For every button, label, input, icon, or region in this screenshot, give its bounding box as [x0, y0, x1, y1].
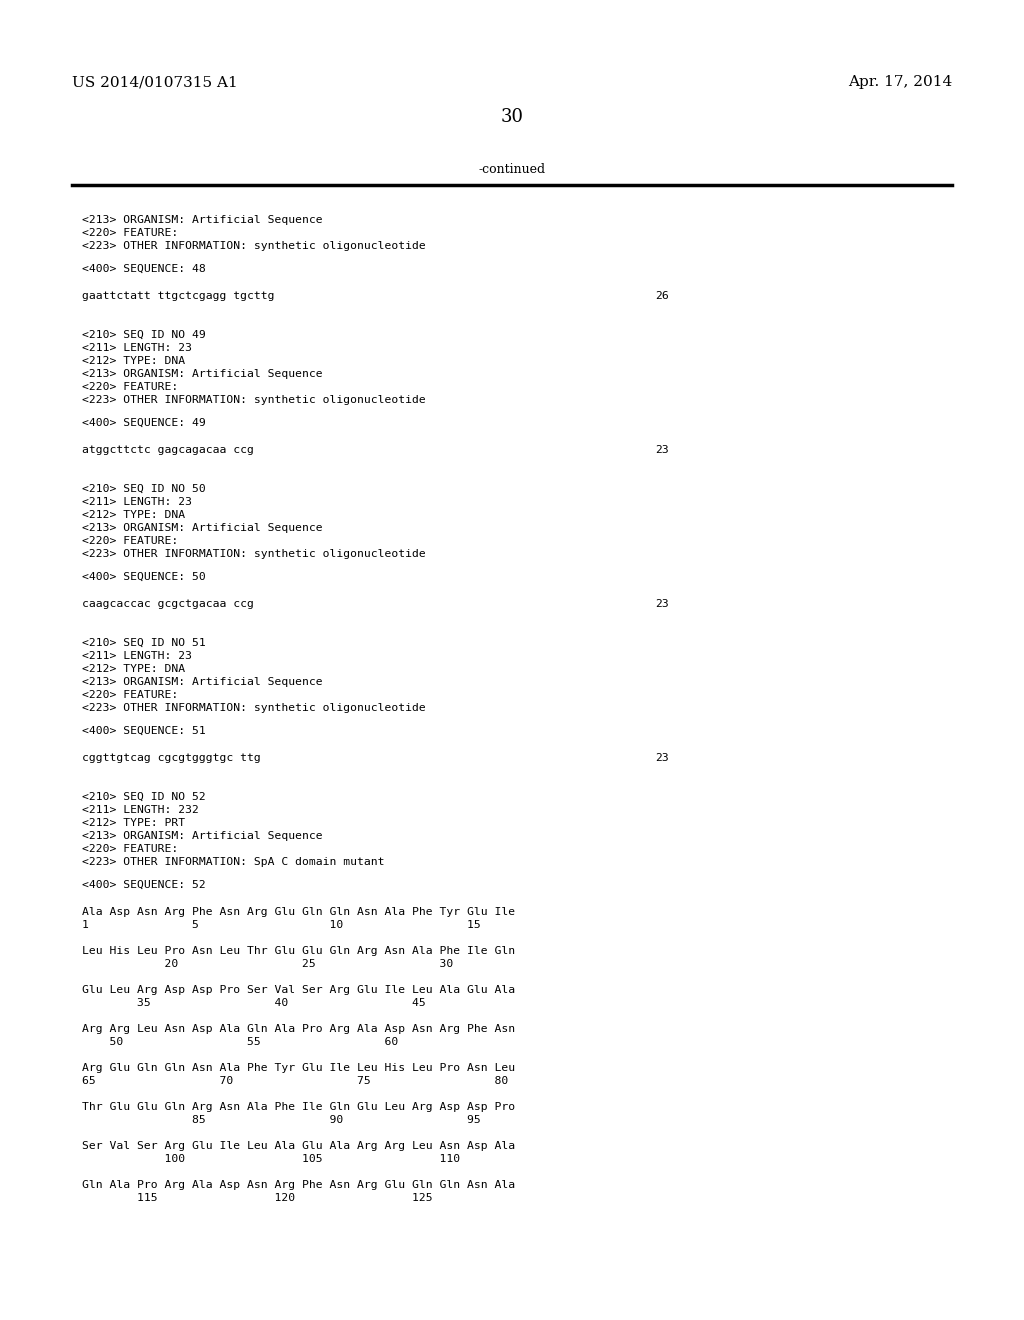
Text: <213> ORGANISM: Artificial Sequence: <213> ORGANISM: Artificial Sequence	[82, 370, 323, 379]
Text: Ser Val Ser Arg Glu Ile Leu Ala Glu Ala Arg Arg Leu Asn Asp Ala: Ser Val Ser Arg Glu Ile Leu Ala Glu Ala …	[82, 1140, 515, 1151]
Text: 20                  25                  30: 20 25 30	[82, 960, 454, 969]
Text: <210> SEQ ID NO 50: <210> SEQ ID NO 50	[82, 484, 206, 494]
Text: <211> LENGTH: 232: <211> LENGTH: 232	[82, 805, 199, 814]
Text: <212> TYPE: DNA: <212> TYPE: DNA	[82, 664, 185, 675]
Text: Arg Arg Leu Asn Asp Ala Gln Ala Pro Arg Ala Asp Asn Arg Phe Asn: Arg Arg Leu Asn Asp Ala Gln Ala Pro Arg …	[82, 1024, 515, 1034]
Text: Apr. 17, 2014: Apr. 17, 2014	[848, 75, 952, 88]
Text: -continued: -continued	[478, 162, 546, 176]
Text: 115                 120                 125: 115 120 125	[82, 1193, 432, 1203]
Text: 85                  90                  95: 85 90 95	[82, 1115, 480, 1125]
Text: Ala Asp Asn Arg Phe Asn Arg Glu Gln Gln Asn Ala Phe Tyr Glu Ile: Ala Asp Asn Arg Phe Asn Arg Glu Gln Gln …	[82, 907, 515, 917]
Text: 35                  40                  45: 35 40 45	[82, 998, 426, 1008]
Text: <400> SEQUENCE: 51: <400> SEQUENCE: 51	[82, 726, 206, 737]
Text: gaattctatt ttgctcgagg tgcttg: gaattctatt ttgctcgagg tgcttg	[82, 290, 274, 301]
Text: Thr Glu Glu Gln Arg Asn Ala Phe Ile Gln Glu Leu Arg Asp Asp Pro: Thr Glu Glu Gln Arg Asn Ala Phe Ile Gln …	[82, 1102, 515, 1111]
Text: <211> LENGTH: 23: <211> LENGTH: 23	[82, 343, 191, 352]
Text: <213> ORGANISM: Artificial Sequence: <213> ORGANISM: Artificial Sequence	[82, 677, 323, 686]
Text: <220> FEATURE:: <220> FEATURE:	[82, 843, 178, 854]
Text: <400> SEQUENCE: 48: <400> SEQUENCE: 48	[82, 264, 206, 275]
Text: <220> FEATURE:: <220> FEATURE:	[82, 690, 178, 700]
Text: 100                 105                 110: 100 105 110	[82, 1154, 460, 1164]
Text: Glu Leu Arg Asp Asp Pro Ser Val Ser Arg Glu Ile Leu Ala Glu Ala: Glu Leu Arg Asp Asp Pro Ser Val Ser Arg …	[82, 985, 515, 995]
Text: <210> SEQ ID NO 49: <210> SEQ ID NO 49	[82, 330, 206, 341]
Text: Leu His Leu Pro Asn Leu Thr Glu Glu Gln Arg Asn Ala Phe Ile Gln: Leu His Leu Pro Asn Leu Thr Glu Glu Gln …	[82, 946, 515, 956]
Text: <223> OTHER INFORMATION: SpA C domain mutant: <223> OTHER INFORMATION: SpA C domain mu…	[82, 857, 384, 867]
Text: <400> SEQUENCE: 49: <400> SEQUENCE: 49	[82, 418, 206, 428]
Text: 1               5                   10                  15: 1 5 10 15	[82, 920, 480, 931]
Text: 65                  70                  75                  80: 65 70 75 80	[82, 1076, 508, 1086]
Text: <223> OTHER INFORMATION: synthetic oligonucleotide: <223> OTHER INFORMATION: synthetic oligo…	[82, 549, 426, 558]
Text: <211> LENGTH: 23: <211> LENGTH: 23	[82, 651, 191, 661]
Text: 50                  55                  60: 50 55 60	[82, 1038, 398, 1047]
Text: <213> ORGANISM: Artificial Sequence: <213> ORGANISM: Artificial Sequence	[82, 523, 323, 533]
Text: atggcttctc gagcagacaa ccg: atggcttctc gagcagacaa ccg	[82, 445, 254, 455]
Text: <223> OTHER INFORMATION: synthetic oligonucleotide: <223> OTHER INFORMATION: synthetic oligo…	[82, 242, 426, 251]
Text: <212> TYPE: DNA: <212> TYPE: DNA	[82, 510, 185, 520]
Text: <212> TYPE: PRT: <212> TYPE: PRT	[82, 818, 185, 828]
Text: <212> TYPE: DNA: <212> TYPE: DNA	[82, 356, 185, 366]
Text: 30: 30	[501, 108, 523, 125]
Text: 26: 26	[655, 290, 669, 301]
Text: <213> ORGANISM: Artificial Sequence: <213> ORGANISM: Artificial Sequence	[82, 832, 323, 841]
Text: <400> SEQUENCE: 52: <400> SEQUENCE: 52	[82, 880, 206, 890]
Text: <213> ORGANISM: Artificial Sequence: <213> ORGANISM: Artificial Sequence	[82, 215, 323, 224]
Text: US 2014/0107315 A1: US 2014/0107315 A1	[72, 75, 238, 88]
Text: <223> OTHER INFORMATION: synthetic oligonucleotide: <223> OTHER INFORMATION: synthetic oligo…	[82, 395, 426, 405]
Text: cggttgtcag cgcgtgggtgc ttg: cggttgtcag cgcgtgggtgc ttg	[82, 752, 261, 763]
Text: <220> FEATURE:: <220> FEATURE:	[82, 536, 178, 546]
Text: Arg Glu Gln Gln Asn Ala Phe Tyr Glu Ile Leu His Leu Pro Asn Leu: Arg Glu Gln Gln Asn Ala Phe Tyr Glu Ile …	[82, 1063, 515, 1073]
Text: <220> FEATURE:: <220> FEATURE:	[82, 381, 178, 392]
Text: 23: 23	[655, 599, 669, 609]
Text: 23: 23	[655, 752, 669, 763]
Text: 23: 23	[655, 445, 669, 455]
Text: <210> SEQ ID NO 52: <210> SEQ ID NO 52	[82, 792, 206, 803]
Text: <220> FEATURE:: <220> FEATURE:	[82, 228, 178, 238]
Text: <223> OTHER INFORMATION: synthetic oligonucleotide: <223> OTHER INFORMATION: synthetic oligo…	[82, 704, 426, 713]
Text: <210> SEQ ID NO 51: <210> SEQ ID NO 51	[82, 638, 206, 648]
Text: Gln Ala Pro Arg Ala Asp Asn Arg Phe Asn Arg Glu Gln Gln Asn Ala: Gln Ala Pro Arg Ala Asp Asn Arg Phe Asn …	[82, 1180, 515, 1191]
Text: caagcaccac gcgctgacaa ccg: caagcaccac gcgctgacaa ccg	[82, 599, 254, 609]
Text: <211> LENGTH: 23: <211> LENGTH: 23	[82, 498, 191, 507]
Text: <400> SEQUENCE: 50: <400> SEQUENCE: 50	[82, 572, 206, 582]
